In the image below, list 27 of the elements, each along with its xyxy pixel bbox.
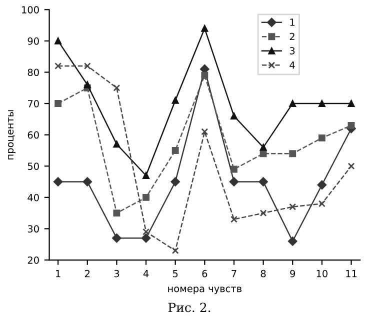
x-tick-label: 11: [346, 270, 357, 278]
y-tick-label: 60: [28, 131, 39, 139]
x-tick-label: 5: [173, 270, 178, 278]
x-tick-label: 6: [202, 270, 208, 278]
y-tick-label: 80: [28, 68, 39, 76]
x-tick-label: 1: [56, 270, 60, 278]
y-tick-label: 20: [28, 256, 39, 264]
y-tick-label: 100: [22, 6, 39, 14]
y-tick-label: 90: [28, 37, 39, 45]
legend-label: 4: [290, 61, 295, 69]
x-tick-label: 4: [143, 270, 149, 278]
y-tick-label: 70: [28, 100, 39, 108]
y-tick-label: 30: [28, 225, 39, 233]
legend-label: 3: [290, 47, 295, 54]
legend-label: 1: [290, 18, 294, 26]
text: Рис. 2.: [168, 302, 210, 312]
x-tick-label: 8: [260, 270, 266, 278]
legend-label: 2: [290, 32, 294, 40]
x-tick-label: 9: [290, 270, 296, 278]
y-axis-title: проценты: [8, 110, 16, 160]
x-tick-label: 10: [316, 270, 328, 278]
x-tick-label: 2: [85, 270, 90, 278]
y-tick-label: 50: [28, 162, 39, 170]
x-tick-label: 3: [114, 270, 120, 278]
x-tick-label: 7: [232, 270, 236, 278]
y-tick-label: 40: [28, 194, 39, 202]
x-axis-title: номера чувств: [168, 286, 242, 294]
